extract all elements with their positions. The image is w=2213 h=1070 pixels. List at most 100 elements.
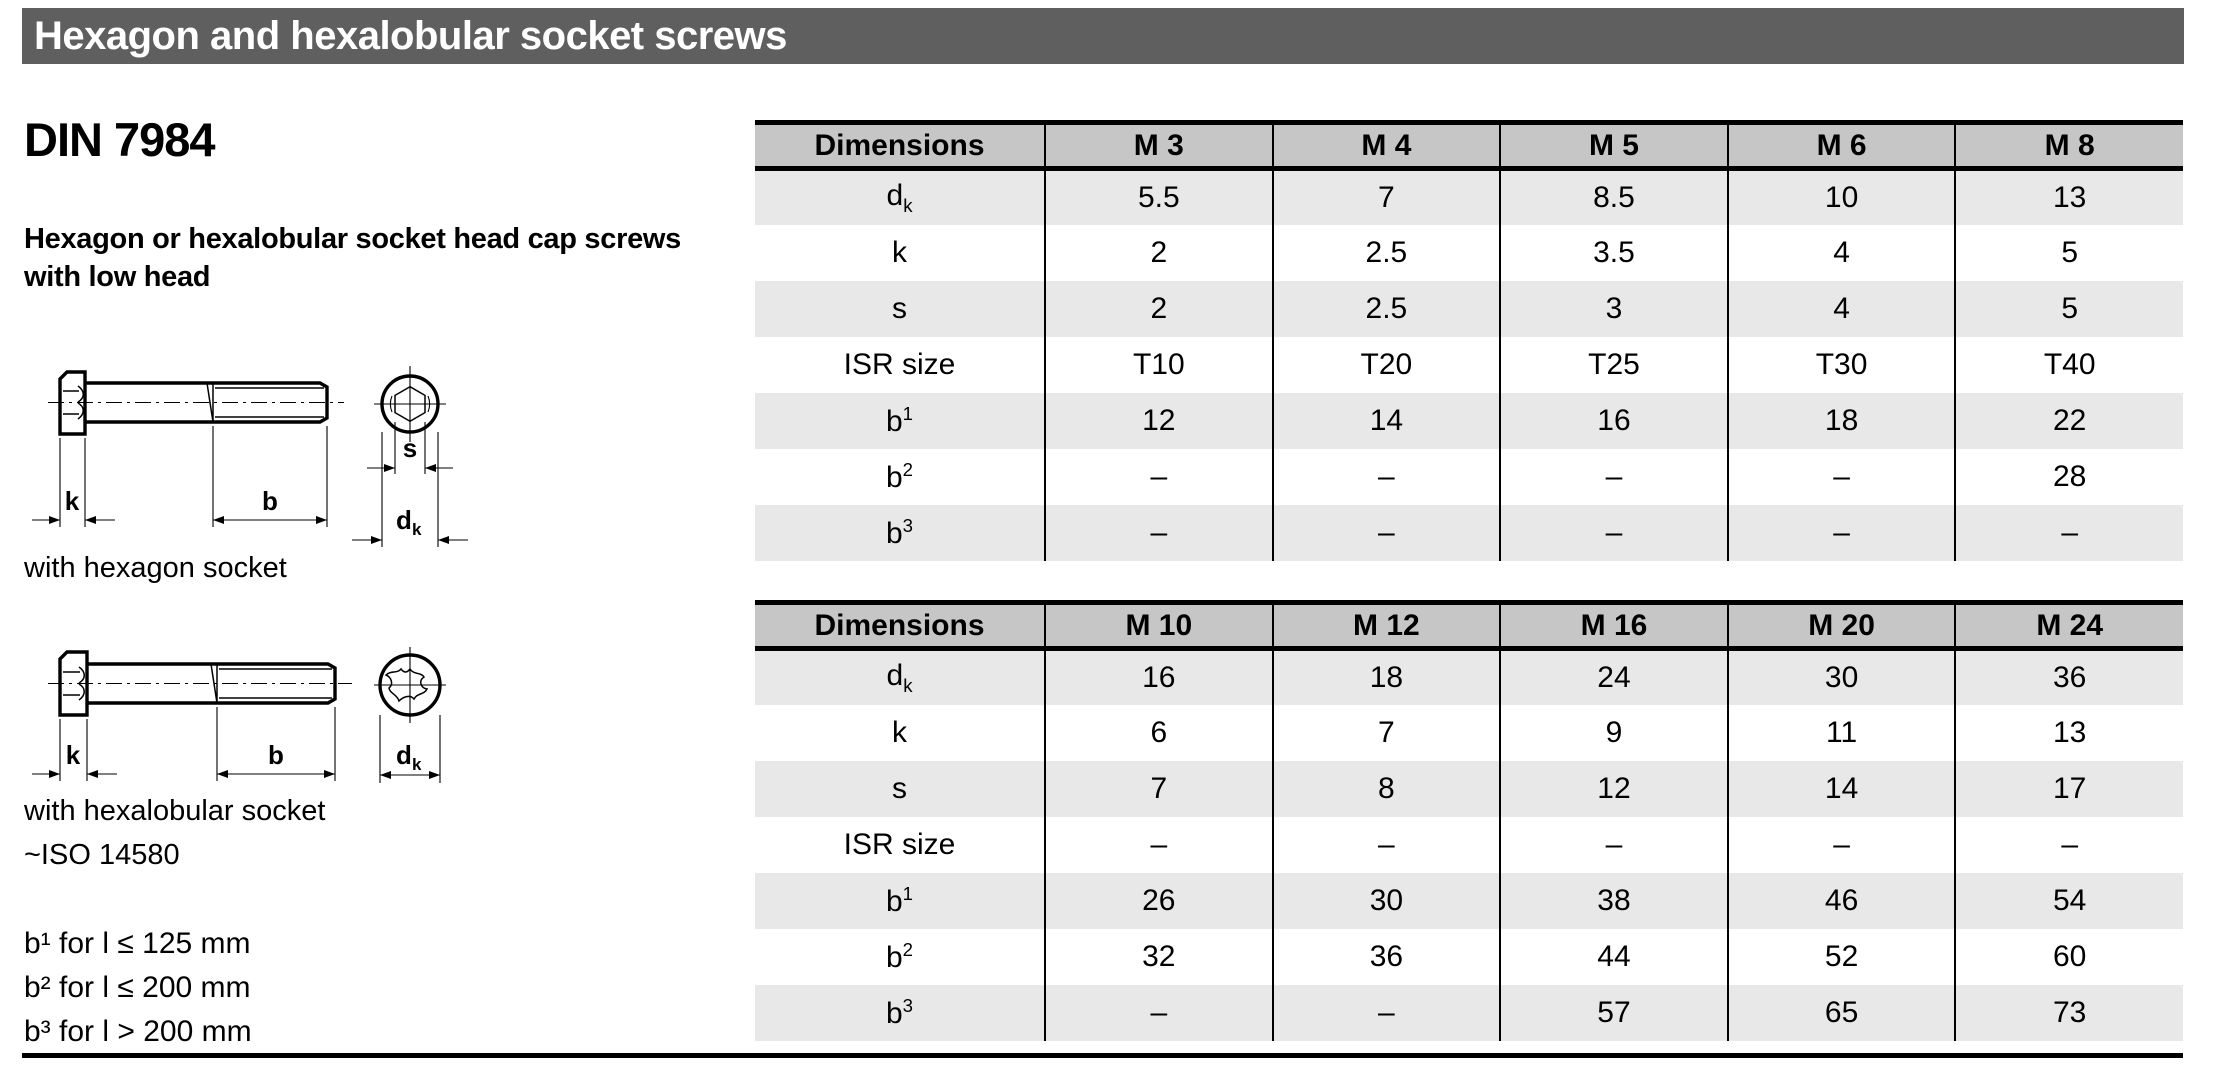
table-cell: 2.5 xyxy=(1271,224,1501,281)
thread-runout xyxy=(206,382,214,423)
row-label: k xyxy=(892,235,907,269)
b-arrow-left xyxy=(217,770,228,778)
table-cell: T30 xyxy=(1726,336,1956,393)
table-cell: 11 xyxy=(1726,704,1956,761)
table-row: s 7 8 12 14 17 xyxy=(755,760,2183,817)
table-cell: 13 xyxy=(1954,704,2183,761)
table-cell: 17 xyxy=(1954,760,2183,817)
dk-arrow-left xyxy=(380,771,391,779)
table-cell: 57 xyxy=(1499,984,1728,1041)
table-cell: 24 xyxy=(1499,648,1728,705)
s-extension-lines xyxy=(394,422,426,474)
table-cell: 30 xyxy=(1271,872,1501,929)
table-cell: 18 xyxy=(1726,392,1956,449)
table-cell: 10 xyxy=(1726,168,1956,225)
footnote-b1: b¹ for l ≤ 125 mm xyxy=(24,927,251,960)
table-cell: 7 xyxy=(1271,704,1501,761)
table-row: b1 12 14 16 18 22 xyxy=(755,392,2183,449)
footnotes: b¹ for l ≤ 125 mm b² for l ≤ 200 mm b³ f… xyxy=(24,922,252,1054)
column-header: Dimensions xyxy=(755,122,1045,171)
k-extension-lines xyxy=(59,719,88,781)
table-row: k 2 2.5 3.5 4 5 xyxy=(755,224,2183,281)
table-cell: 14 xyxy=(1271,392,1501,449)
hexalobular-socket-screw-drawing: k b d k xyxy=(32,647,446,783)
table-cell: 38 xyxy=(1499,872,1728,929)
b-arrow-left xyxy=(213,516,224,524)
dk-label-base: d xyxy=(396,505,412,535)
table-cell: 22 xyxy=(1954,392,2183,449)
hexagon-drawing-caption: with hexagon socket xyxy=(24,552,287,584)
column-header: M 10 xyxy=(1044,602,1273,651)
table-cell: – xyxy=(1954,816,2183,873)
thread-minor-lines xyxy=(219,668,332,699)
table-cell: – xyxy=(1271,816,1501,873)
b-label: b xyxy=(268,740,284,770)
k-label: k xyxy=(66,740,81,770)
table-cell: 2 xyxy=(1044,224,1273,281)
dk-arrow-left xyxy=(371,536,382,544)
table-cell: 18 xyxy=(1271,648,1501,705)
dk-label-base: d xyxy=(396,740,412,770)
k-arrow-right xyxy=(85,516,96,524)
table-cell: – xyxy=(1044,448,1273,505)
s-arrow-left xyxy=(384,464,395,472)
socket-section-arcs xyxy=(77,385,84,420)
table-cell: 12 xyxy=(1044,392,1273,449)
socket-section-arcs xyxy=(78,666,85,701)
column-header: M 20 xyxy=(1726,602,1956,651)
table-row: dk 5.5 7 8.5 10 13 xyxy=(755,168,2183,225)
table-cell: 4 xyxy=(1726,224,1956,281)
end-view-crosshair xyxy=(374,647,446,723)
table-cell: 44 xyxy=(1499,928,1728,985)
dim-table: Dimensions M 10 M 12 M 16 M 20 M 24 dk 16 18 24 30… xyxy=(755,600,2183,1041)
footnote-b2: b² for l ≤ 200 mm xyxy=(24,971,251,1004)
table-cell: 36 xyxy=(1954,648,2183,705)
column-header: M 12 xyxy=(1271,602,1501,651)
column-header: Dimensions xyxy=(755,602,1045,651)
table-row: s 2 2.5 3 4 5 xyxy=(755,280,2183,337)
table-row: b1 26 30 38 46 54 xyxy=(755,872,2183,929)
column-header: M 8 xyxy=(1954,122,2183,171)
dk-extension-lines xyxy=(381,432,439,547)
table-cell: T25 xyxy=(1499,336,1728,393)
table-row: b2 32 36 44 52 60 xyxy=(755,928,2183,985)
thread-runout xyxy=(210,663,218,704)
table-row: b3– – – – – xyxy=(755,504,2183,561)
row-label: b3 xyxy=(885,514,914,550)
column-header: M 3 xyxy=(1044,122,1273,171)
table-cell: 8 xyxy=(1271,760,1501,817)
table-cell: – xyxy=(1271,504,1501,561)
table-cell: T40 xyxy=(1954,336,2183,393)
table-cell: – xyxy=(1726,816,1956,873)
k-label: k xyxy=(65,486,80,516)
row-label: ISR size xyxy=(843,827,956,861)
page-title-bar: Hexagon and hexalobular socket screws xyxy=(22,8,2184,64)
row-label: b2 xyxy=(885,938,914,974)
k-arrow-right xyxy=(87,770,98,778)
column-header: M 5 xyxy=(1499,122,1728,171)
table-cell: 30 xyxy=(1726,648,1956,705)
table-row: ISR size – – – – – xyxy=(755,816,2183,873)
table-cell: 12 xyxy=(1499,760,1728,817)
table-cell: 13 xyxy=(1954,168,2183,225)
table-row: ISR size T10 T20 T25 T30 T40 xyxy=(755,336,2183,393)
table-cell: 7 xyxy=(1044,760,1273,817)
table-cell: 5 xyxy=(1954,280,2183,337)
column-header: M 24 xyxy=(1954,602,2183,651)
table-cell: – xyxy=(1044,504,1273,561)
k-extension-lines xyxy=(59,438,86,527)
footnote-b3: b³ for l > 200 mm xyxy=(24,1015,252,1048)
table-cell: 26 xyxy=(1044,872,1273,929)
table-cell: 28 xyxy=(1954,448,2183,505)
b-extension-lines xyxy=(216,707,336,781)
table-cell: T20 xyxy=(1271,336,1501,393)
hexagon-socket xyxy=(394,385,426,423)
table-row: b3– –57 65 73 xyxy=(755,984,2183,1041)
dk-label-sub: k xyxy=(412,755,422,774)
table-cell: 2 xyxy=(1044,280,1273,337)
row-label: s xyxy=(892,291,907,325)
table-cell: – xyxy=(1499,448,1728,505)
